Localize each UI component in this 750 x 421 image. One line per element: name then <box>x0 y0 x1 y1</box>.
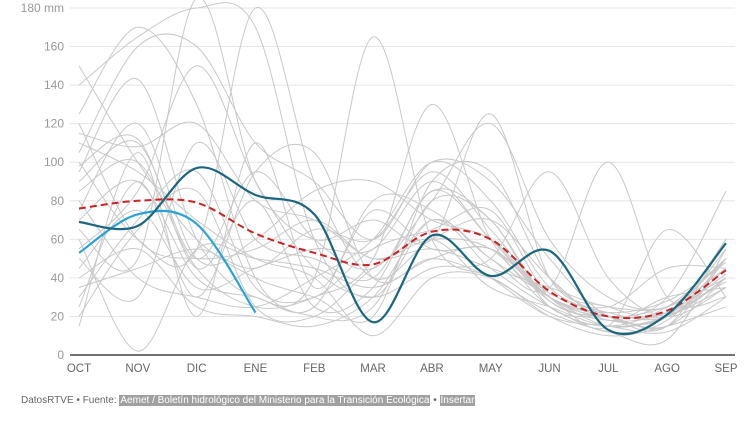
x-tick-label: FEB <box>303 363 326 375</box>
y-tick-label: 160 <box>44 40 64 54</box>
embed-link[interactable]: Insertar <box>439 395 476 406</box>
background-series-line <box>78 134 727 325</box>
x-tick-label: MAY <box>479 363 503 375</box>
x-tick-label: SEP <box>714 363 737 375</box>
x-tick-label: NOV <box>125 363 150 375</box>
background-series-line <box>78 65 727 317</box>
highlight-series-line <box>78 166 727 336</box>
background-series-line <box>78 142 727 337</box>
x-tick-label: JUL <box>598 363 619 375</box>
x-tick-label: MAR <box>360 363 386 375</box>
y-tick-label: 40 <box>51 271 65 285</box>
rainfall-chart: 0 20 40 60 80 100 120 140 160 180 mm OCT NOV DIC ENE F… <box>21 0 738 375</box>
y-tick-label: 0 <box>57 348 64 362</box>
y-tick-label: 140 <box>44 78 64 92</box>
y-tick-label: 120 <box>44 117 64 131</box>
source-link[interactable]: Aemet / Boletín hidrológico del Minister… <box>119 395 431 406</box>
y-unit-label: 180 mm <box>21 1 64 15</box>
background-series-line <box>78 122 727 317</box>
background-series-line <box>78 161 727 314</box>
x-tick-label: OCT <box>67 363 91 375</box>
x-tick-label: DIC <box>187 363 207 375</box>
background-series-line <box>78 187 727 327</box>
y-tick-label: 100 <box>44 155 64 169</box>
x-tick-label: JUN <box>538 363 560 375</box>
average-series-line <box>78 198 727 320</box>
y-tick-label: 80 <box>51 194 65 208</box>
x-tick-label: ENE <box>244 363 268 375</box>
background-series-line <box>78 0 727 319</box>
highlight-series-line <box>78 209 257 314</box>
background-series-line <box>78 7 727 322</box>
background-series-line <box>78 2 727 328</box>
x-tick-label: ABR <box>420 363 444 375</box>
background-series-line <box>78 180 727 309</box>
y-tick-label: 60 <box>51 232 65 246</box>
x-tick-label: AGO <box>654 363 680 375</box>
y-tick-label: 20 <box>51 309 65 323</box>
footer: DatosRTVE • Fuente: Aemet / Boletín hidr… <box>21 395 476 406</box>
footer-brand: DatosRTVE <box>21 395 74 406</box>
